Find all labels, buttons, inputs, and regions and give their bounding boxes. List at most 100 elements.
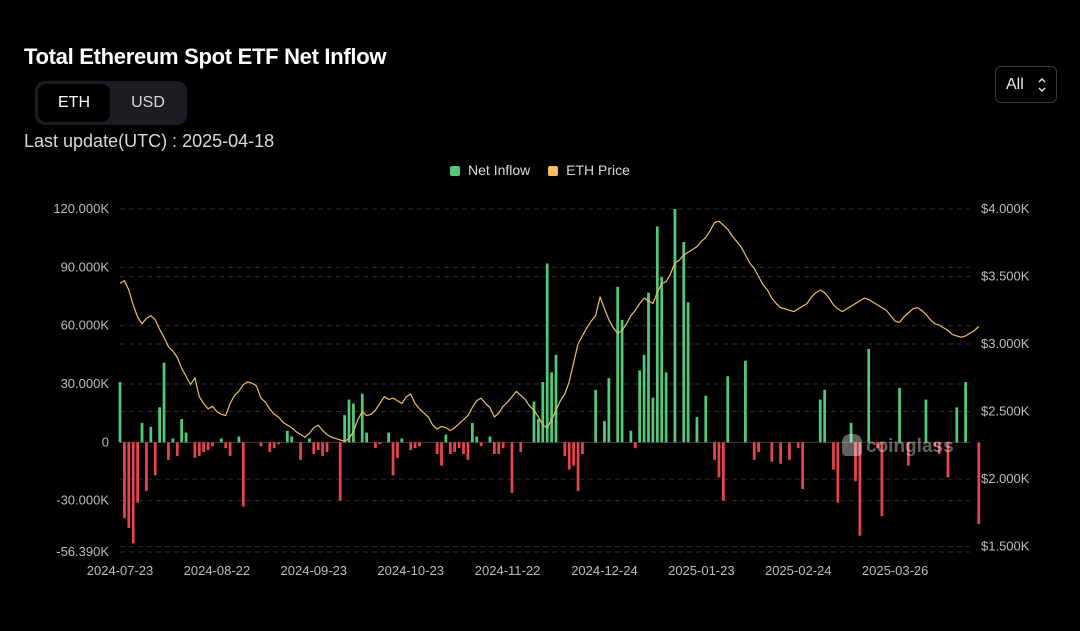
x-tick-label: 2025-03-26 [862, 563, 929, 578]
inflow-bar [448, 442, 452, 455]
y-right-tick-label: $3.500K [981, 269, 1030, 284]
inflow-bar [272, 442, 276, 449]
inflow-bar [629, 430, 633, 443]
legend-net-inflow[interactable]: Net Inflow [450, 162, 530, 178]
x-tick-label: 2025-02-24 [765, 563, 832, 578]
inflow-bar [290, 436, 294, 443]
y-right-tick-label: $2.500K [981, 404, 1030, 419]
y-left-tick-label: -30.000K [56, 493, 109, 508]
y-left-tick-label: -56.390K [56, 544, 109, 559]
inflow-bar [933, 442, 937, 447]
inflow-bar [686, 302, 690, 443]
inflow-bar [642, 354, 646, 443]
y-left-tick-label: 120.000K [53, 201, 109, 216]
inflow-bar [607, 378, 611, 443]
inflow-bar [638, 370, 642, 443]
inflow-bar [387, 432, 391, 443]
x-tick-label: 2024-11-22 [475, 563, 541, 578]
inflow-bar [378, 442, 382, 445]
inflow-bar [682, 242, 686, 443]
toggle-usd-button[interactable]: USD [131, 94, 165, 111]
x-tick-label: 2025-01-23 [668, 563, 735, 578]
inflow-bar [321, 442, 324, 456]
inflow-bar [312, 442, 316, 455]
legend-net-inflow-swatch [450, 166, 461, 176]
inflow-bar [937, 442, 941, 455]
inflow-bar [722, 442, 725, 501]
inflow-bar [898, 387, 901, 443]
inflow-bar [149, 426, 153, 443]
inflow-bar [537, 419, 540, 443]
watermark-text: coinglass [866, 436, 954, 457]
inflow-bar [818, 399, 822, 443]
inflow-bar [510, 442, 514, 493]
y-left-tick-label: 60.000K [61, 318, 110, 333]
inflow-bar [695, 417, 699, 443]
inflow-bar [567, 442, 571, 470]
inflow-bar [158, 407, 162, 443]
inflow-bar [153, 442, 157, 476]
inflow-bar [554, 354, 558, 443]
inflow-bar [836, 442, 840, 503]
inflow-bar [325, 442, 329, 453]
inflow-bar [162, 362, 166, 443]
inflow-bar [620, 319, 624, 443]
inflow-bar [854, 442, 857, 482]
inflow-bar [475, 436, 479, 443]
inflow-bar [492, 442, 496, 455]
legend-eth-price[interactable]: ETH Price [548, 162, 630, 178]
inflow-bar [726, 376, 730, 443]
range-select-value: All [1006, 76, 1024, 93]
x-tick-label: 2024-12-24 [571, 563, 638, 578]
inflow-bar [193, 442, 197, 458]
inflow-bar [211, 442, 214, 447]
inflow-bar [633, 442, 637, 449]
y-right-tick-label: $2.000K [981, 471, 1030, 486]
inflow-bar [202, 442, 206, 453]
inflow-bar [277, 442, 280, 445]
inflow-bar [140, 422, 144, 443]
inflow-bar [435, 442, 439, 455]
y-left-tick-label: 0 [102, 434, 109, 449]
inflow-bar [479, 442, 483, 447]
inflow-bar [228, 442, 232, 456]
inflow-bar [347, 399, 351, 443]
inflow-bar [867, 349, 871, 443]
inflow-bar [118, 382, 122, 443]
inflow-bar [360, 393, 364, 443]
inflow-bar [241, 442, 245, 507]
inflow-bar [906, 442, 910, 466]
inflow-bar [752, 442, 756, 460]
inflow-bar [964, 382, 967, 443]
toggle-eth-button[interactable]: ETH [38, 84, 110, 122]
inflow-bar [224, 442, 228, 449]
inflow-bar [664, 372, 668, 443]
inflow-bar [572, 442, 575, 466]
inflow-bar [545, 263, 549, 443]
x-tick-label: 2024-09-23 [281, 563, 348, 578]
inflow-bar [237, 436, 241, 443]
inflow-bar [338, 442, 342, 501]
inflow-bar [849, 422, 853, 443]
range-select[interactable]: All [995, 66, 1057, 103]
chevron-updown-icon [1038, 78, 1046, 92]
last-update-text: Last update(UTC) : 2025-04-18 [24, 131, 275, 151]
inflow-bar [457, 442, 461, 449]
inflow-bar [374, 442, 377, 449]
inflow-bar [576, 442, 580, 491]
y-left-tick-label: 30.000K [61, 376, 110, 391]
inflow-bar [316, 442, 320, 451]
inflow-bar [713, 442, 716, 460]
y-right-tick-label: $4.000K [981, 201, 1030, 216]
inflow-bar [832, 442, 835, 470]
inflow-bar [519, 442, 523, 453]
inflow-bar [413, 442, 417, 449]
unit-toggle: ETH USD [35, 81, 187, 125]
inflow-bar [501, 442, 505, 449]
inflow-bar [365, 432, 368, 443]
inflow-bar [440, 442, 443, 466]
inflow-bar [444, 434, 448, 443]
inflow-bar [823, 389, 827, 443]
inflow-bar [466, 442, 470, 460]
